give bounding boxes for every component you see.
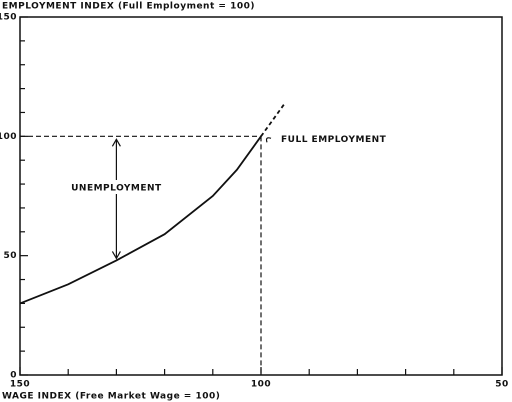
- label-backdrop: [68, 180, 165, 194]
- y-tick-label: 50: [3, 251, 17, 261]
- y-tick-label: 100: [0, 132, 17, 142]
- annotation-unemployment: UNEMPLOYMENT: [71, 184, 162, 194]
- line-series: [19, 135, 262, 305]
- chart-title: EMPLOYMENT INDEX (Full Employment = 100): [2, 2, 255, 12]
- x-tick-label: 150: [10, 380, 30, 390]
- y-tick-label: 0: [10, 371, 17, 381]
- line-series: [260, 102, 286, 137]
- x-axis-label: WAGE INDEX (Free Market Wage = 100): [2, 392, 220, 402]
- arrow-head: [111, 138, 121, 260]
- x-tick-label: 100: [251, 380, 271, 390]
- annotation-hook: [265, 137, 272, 143]
- x-tick-label: 50: [495, 380, 509, 390]
- annotation-full-employment: FULL EMPLOYMENT: [281, 135, 387, 145]
- y-tick-label: 150: [0, 13, 17, 23]
